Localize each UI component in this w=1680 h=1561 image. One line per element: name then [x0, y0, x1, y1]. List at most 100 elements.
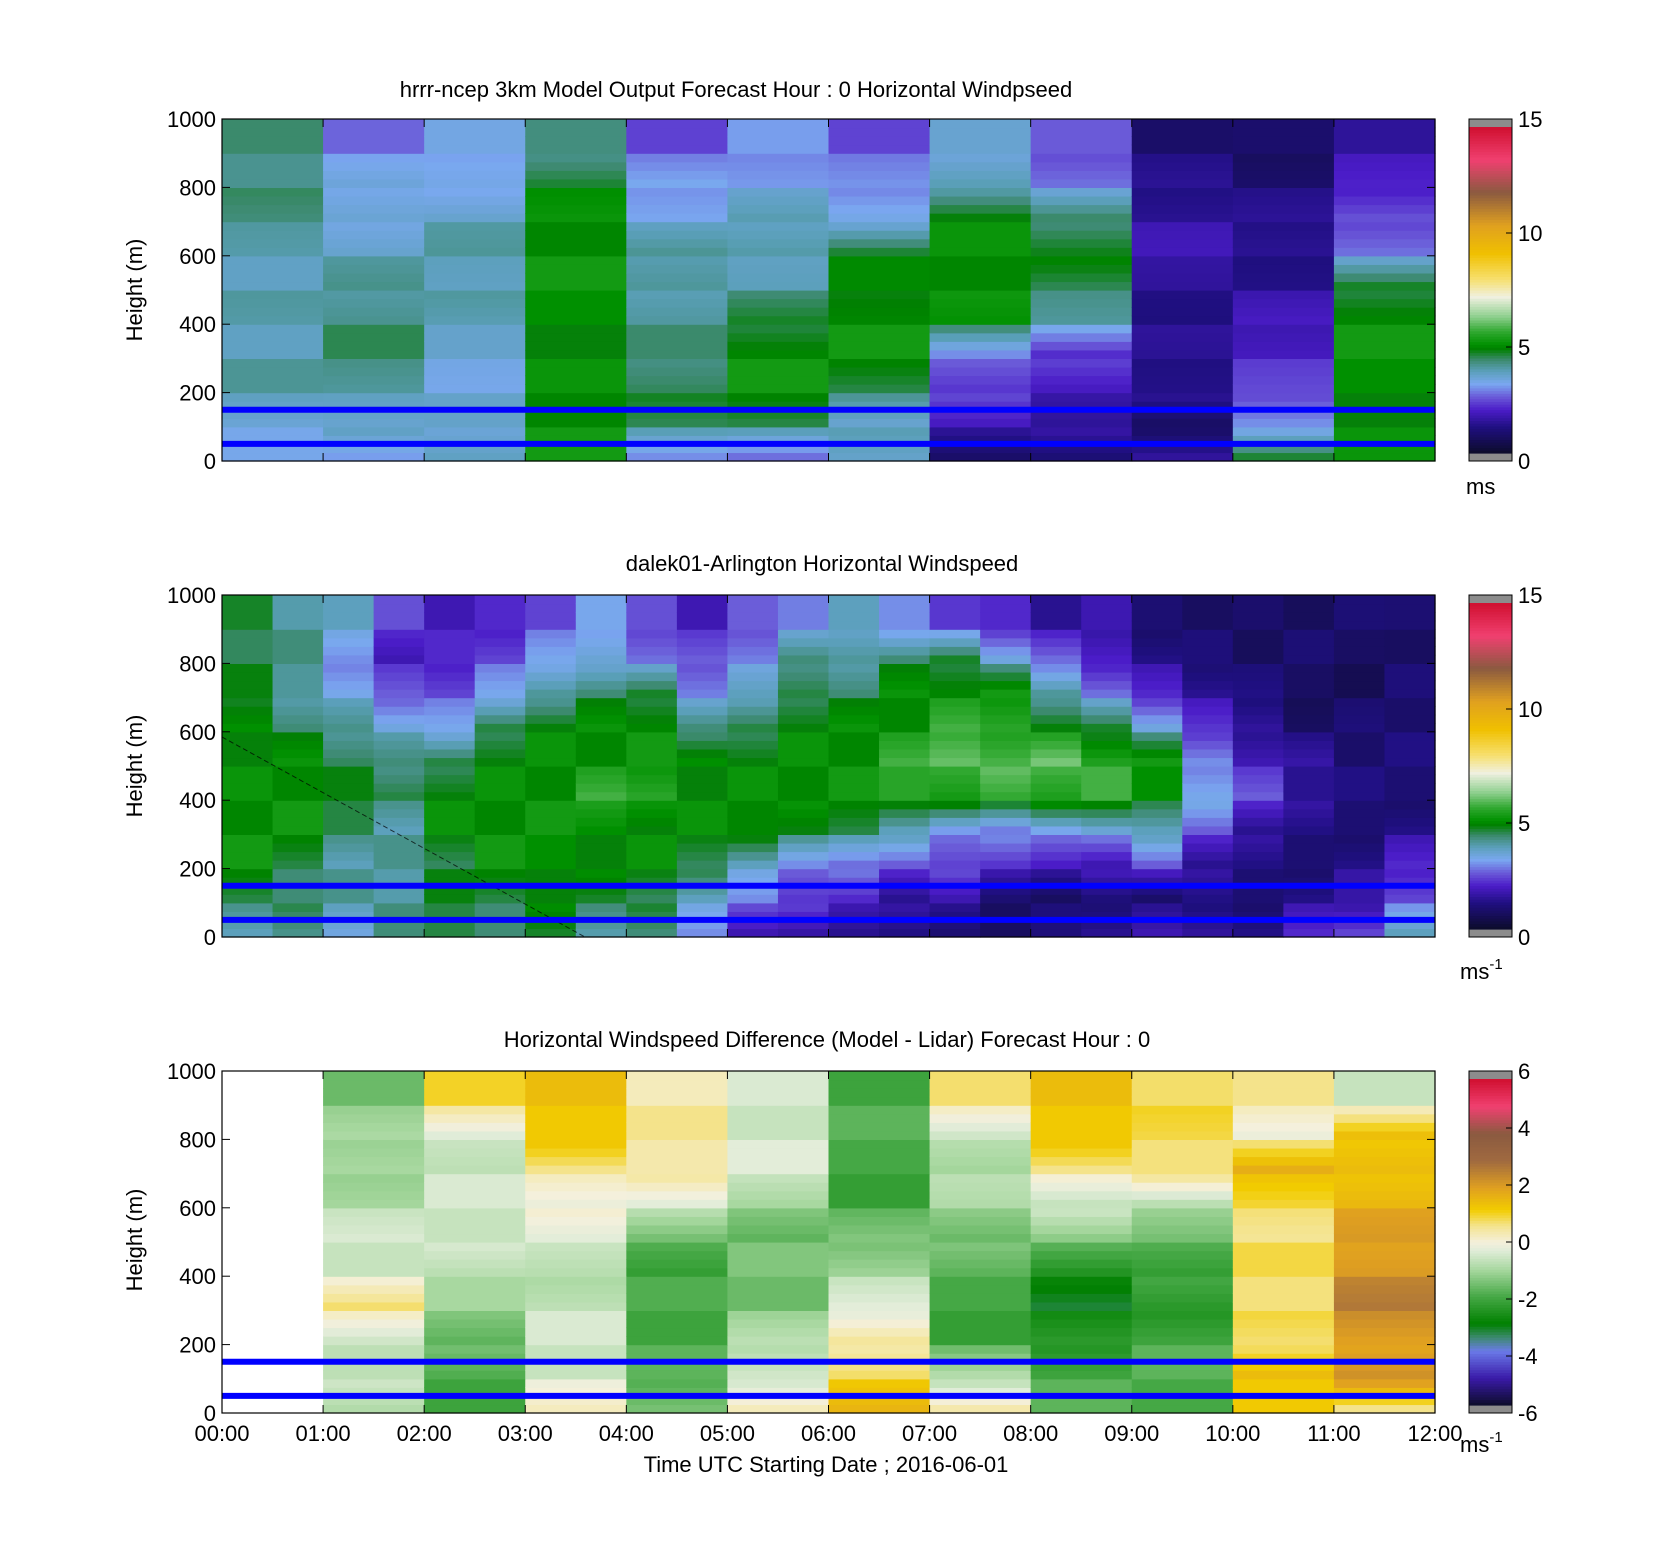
- heatmap-cell: [525, 1199, 627, 1209]
- heatmap-cell: [272, 800, 324, 810]
- heatmap-cell: [424, 1079, 526, 1089]
- heatmap-cell: [1232, 620, 1284, 630]
- heatmap-cell: [323, 127, 425, 137]
- heatmap-cell: [929, 714, 981, 724]
- heatmap-cell: [575, 595, 627, 605]
- heatmap-cell: [980, 783, 1032, 793]
- heatmap-cell: [626, 629, 678, 639]
- heatmap-cell: [1131, 851, 1183, 861]
- heatmap-cell: [929, 1105, 1032, 1115]
- colorbar-segment: [1469, 1293, 1512, 1297]
- heatmap-cell: [626, 885, 678, 895]
- colorbar-segment: [1469, 670, 1512, 675]
- heatmap-cell: [272, 748, 324, 759]
- heatmap-cell: [1232, 366, 1335, 377]
- heatmap-cell: [1333, 637, 1386, 647]
- heatmap-cell: [525, 127, 627, 137]
- heatmap-cell: [727, 1216, 830, 1226]
- heatmap-cell: [424, 418, 526, 428]
- heatmap-cell: [1232, 281, 1335, 291]
- heatmap-cell: [1131, 418, 1234, 428]
- colorbar-segment: [1469, 689, 1512, 694]
- heatmap-cell: [626, 272, 729, 283]
- heatmap-cell: [828, 298, 931, 308]
- heatmap-cell: [474, 714, 526, 724]
- heatmap-cell: [424, 697, 476, 707]
- heatmap-cell: [323, 603, 375, 613]
- heatmap-cell: [879, 612, 931, 622]
- heatmap-cell: [1131, 1122, 1234, 1132]
- heatmap-cell: [1333, 358, 1436, 368]
- x-tick-label: 03:00: [498, 1421, 553, 1446]
- heatmap-cell: [1333, 392, 1436, 402]
- heatmap-cell: [929, 1301, 1032, 1311]
- heatmap-cell: [980, 808, 1032, 818]
- heatmap-cell: [575, 723, 627, 733]
- heatmap-cell: [525, 902, 577, 912]
- heatmap-cell: [424, 791, 476, 801]
- colorbar-segment: [1469, 776, 1512, 781]
- heatmap-cell: [474, 603, 526, 613]
- heatmap-cell: [1131, 637, 1183, 647]
- heatmap-cell: [424, 1353, 526, 1363]
- heatmap-cell: [828, 1242, 931, 1252]
- heatmap-cell: [323, 366, 425, 377]
- heatmap-cell: [980, 766, 1032, 776]
- heatmap-cell: [626, 435, 729, 445]
- colorbar-segment: [1469, 1347, 1512, 1352]
- heatmap-cell: [424, 1122, 526, 1132]
- colorbar-segment: [1469, 1081, 1512, 1086]
- heatmap-cell: [1131, 1250, 1234, 1260]
- heatmap-cell: [1182, 714, 1234, 724]
- heatmap-cell: [828, 860, 880, 870]
- heatmap-cell: [424, 706, 476, 716]
- heatmap-cell: [222, 902, 274, 912]
- heatmap-cell: [272, 817, 324, 827]
- colorbar-segment: [1469, 660, 1512, 664]
- heatmap-cell: [929, 144, 1032, 154]
- colorbar-tick-label: 5: [1518, 811, 1530, 836]
- heatmap-cell: [474, 697, 526, 707]
- colorbar-segment: [1469, 861, 1512, 865]
- heatmap-cell: [980, 595, 1032, 605]
- heatmap-cell: [525, 1353, 627, 1363]
- colorbar-segment: [1469, 197, 1512, 201]
- heatmap-cell: [525, 714, 577, 724]
- heatmap-cell: [222, 443, 324, 454]
- heatmap-cell: [1384, 868, 1436, 878]
- colorbar-frame: [1468, 594, 1513, 938]
- heatmap-cell: [1333, 902, 1386, 912]
- heatmap-cell: [929, 1404, 1032, 1414]
- heatmap-cell: [323, 723, 375, 733]
- colorbar-segment: [1469, 1206, 1512, 1210]
- heatmap-cell: [1030, 161, 1133, 171]
- heatmap-cell: [929, 1079, 1032, 1089]
- heatmap-cell: [373, 723, 425, 733]
- heatmap-cell: [373, 791, 425, 801]
- heatmap-cell: [1030, 375, 1133, 385]
- colorbar-segment: [1469, 1195, 1512, 1200]
- colorbar-segment: [1469, 1155, 1512, 1159]
- colorbar-segment: [1469, 920, 1512, 925]
- heatmap-cell: [929, 1122, 1032, 1132]
- colorbar-segment: [1469, 763, 1512, 767]
- heatmap-cell: [323, 1310, 425, 1320]
- colorbar-segment: [1469, 328, 1512, 332]
- heatmap-cell: [323, 1199, 425, 1209]
- heatmap-cell: [727, 366, 830, 377]
- heatmap-cell: [727, 1139, 830, 1149]
- panel-3-heatmap: [222, 1071, 1436, 1414]
- colorbar-segment: [1469, 379, 1512, 383]
- heatmap-cell: [626, 671, 678, 682]
- colorbar-segment: [1469, 779, 1512, 783]
- heatmap-cell: [424, 281, 526, 291]
- heatmap-cell: [1182, 671, 1234, 682]
- heatmap-cell: [626, 392, 729, 402]
- colorbar-segment: [1469, 814, 1512, 819]
- heatmap-cell: [1333, 255, 1436, 265]
- heatmap-cell: [929, 1370, 1032, 1380]
- heatmap-cell: [323, 646, 375, 656]
- heatmap-cell: [1232, 418, 1335, 428]
- colorbar-segment: [1469, 1318, 1512, 1322]
